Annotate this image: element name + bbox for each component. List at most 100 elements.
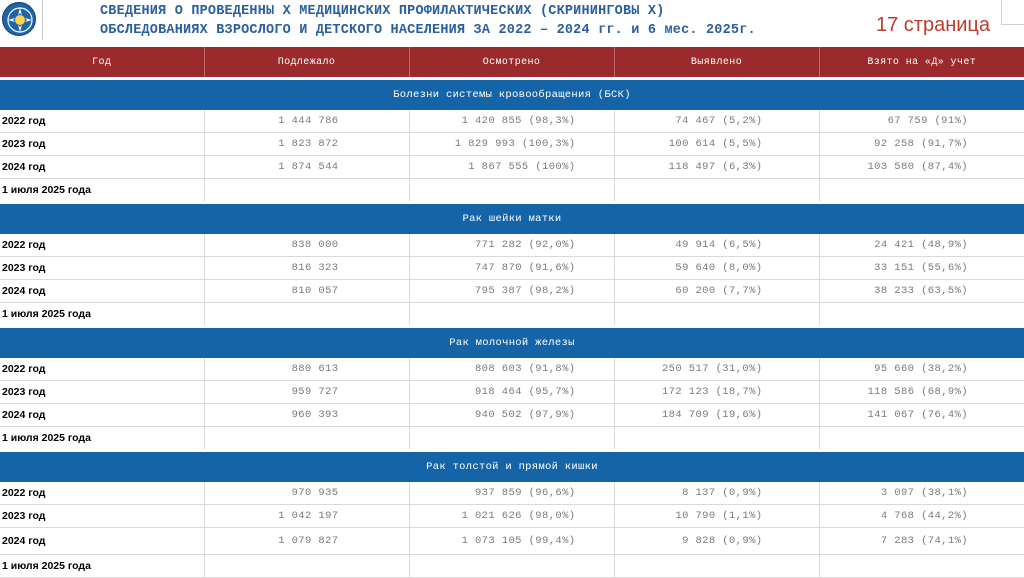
registered-cell: 118 586 (68,9%): [819, 380, 1024, 404]
column-header-year: Год: [0, 47, 205, 79]
column-header-registered: Взято на «Д» учет: [819, 47, 1024, 79]
year-cell: 1 июля 2025 года: [0, 178, 205, 203]
eligible-cell: [204, 178, 410, 203]
examined-cell: [409, 302, 615, 327]
year-cell: 2024 год: [0, 403, 205, 427]
page-header: СВЕДЕНИЯ О ПРОВЕДЕННЫ Х МЕДИЦИНСКИХ ПРОФ…: [0, 0, 1024, 47]
detected-cell: [614, 302, 820, 327]
examined-cell: [409, 178, 615, 203]
title-line-2: ОБСЛЕДОВАНИЯХ ВЗРОСЛОГО И ДЕТСКОГО НАСЕЛ…: [100, 23, 756, 38]
examined-cell: 747 870 (91,6%): [409, 256, 615, 280]
page-number-label: 17 страница: [875, 14, 990, 36]
detected-cell: 9 828 (0,9%): [614, 527, 820, 555]
section-row: Рак молочной железы: [0, 325, 1024, 358]
year-cell: 1 июля 2025 года: [0, 302, 205, 327]
table-row: 2023 год 959 727 918 464 (95,7%) 172 123 (1…: [0, 380, 1024, 404]
section-row: Рак шейки матки: [0, 201, 1024, 234]
eligible-cell: 880 613: [204, 358, 410, 381]
title-line-1: СВЕДЕНИЯ О ПРОВЕДЕННЫ Х МЕДИЦИНСКИХ ПРОФ…: [100, 4, 665, 19]
examined-cell: 1 867 555 (100%): [409, 155, 615, 179]
year-cell: 2022 год: [0, 358, 205, 381]
eligible-cell: 816 323: [204, 256, 410, 280]
eligible-cell: 1 823 872: [204, 132, 410, 156]
table-row: 1 июля 2025 года: [0, 554, 1024, 578]
registered-cell: 67 759 (91%): [819, 110, 1024, 133]
eligible-cell: 970 935: [204, 482, 410, 505]
screening-table: Год Подлежало Осмотрено Выявлено Взято н…: [0, 47, 1024, 578]
detected-cell: 118 497 (6,3%): [614, 155, 820, 179]
section-title: Рак толстой и прямой кишки: [0, 449, 1024, 482]
detected-cell: [614, 426, 820, 451]
eligible-cell: 1 444 786: [204, 110, 410, 133]
registered-cell: [819, 426, 1024, 451]
section-row: Болезни системы кровообращения (БСК): [0, 77, 1024, 110]
registered-cell: 92 258 (91,7%): [819, 132, 1024, 156]
table-row: 1 июля 2025 года: [0, 302, 1024, 327]
table-row: 2023 год 1 042 197 1 021 626 (98,0%) 10 790…: [0, 504, 1024, 528]
registered-cell: 95 660 (38,2%): [819, 358, 1024, 381]
registered-cell: 7 283 (74,1%): [819, 527, 1024, 555]
eligible-cell: 1 874 544: [204, 155, 410, 179]
eligible-cell: [204, 554, 410, 578]
year-cell: 2023 год: [0, 132, 205, 156]
section-title: Болезни системы кровообращения (БСК): [0, 77, 1024, 110]
table-row: 1 июля 2025 года: [0, 178, 1024, 203]
year-cell: 2022 год: [0, 234, 205, 257]
table-row: 2024 год 960 393 940 502 (97,9%) 184 709 (1…: [0, 403, 1024, 427]
year-cell: 2024 год: [0, 155, 205, 179]
table-row: 2024 год 1 874 544 1 867 555 (100%) 118 497…: [0, 155, 1024, 179]
registered-cell: 24 421 (48,9%): [819, 234, 1024, 257]
year-cell: 2023 год: [0, 256, 205, 280]
detected-cell: 60 200 (7,7%): [614, 279, 820, 303]
registered-cell: [819, 554, 1024, 578]
section-title: Рак молочной железы: [0, 325, 1024, 358]
eligible-cell: 810 057: [204, 279, 410, 303]
examined-cell: 1 073 105 (99,4%): [409, 527, 615, 555]
examined-cell: 771 282 (92,0%): [409, 234, 615, 257]
examined-cell: 795 387 (98,2%): [409, 279, 615, 303]
examined-cell: 1 420 855 (98,3%): [409, 110, 615, 133]
header-divider: [42, 0, 43, 40]
registered-cell: [819, 178, 1024, 203]
registered-cell: 33 151 (55,6%): [819, 256, 1024, 280]
emblem-icon: [2, 2, 36, 36]
year-cell: 2024 год: [0, 279, 205, 303]
eligible-cell: 1 079 827: [204, 527, 410, 555]
year-cell: 2024 год: [0, 527, 205, 555]
examined-cell: 1 829 993 (100,3%): [409, 132, 615, 156]
examined-cell: 937 859 (96,6%): [409, 482, 615, 505]
year-cell: 2023 год: [0, 504, 205, 528]
examined-cell: [409, 554, 615, 578]
detected-cell: [614, 554, 820, 578]
table-row: 2022 год 1 444 786 1 420 855 (98,3%) 74 467…: [0, 110, 1024, 133]
year-cell: 2022 год: [0, 110, 205, 133]
year-cell: 1 июля 2025 года: [0, 554, 205, 578]
table-row: 2022 год 970 935 937 859 (96,6%) 8 137 (0,9…: [0, 482, 1024, 505]
section-row: Рак толстой и прямой кишки: [0, 449, 1024, 482]
eligible-cell: 1 042 197: [204, 504, 410, 528]
table-row: 2024 год 810 057 795 387 (98,2%) 60 200 (7,…: [0, 279, 1024, 303]
examined-cell: [409, 426, 615, 451]
table-row: 2023 год 1 823 872 1 829 993 (100,3%) 100 6…: [0, 132, 1024, 156]
registered-cell: 4 768 (44,2%): [819, 504, 1024, 528]
registered-cell: 3 097 (38,1%): [819, 482, 1024, 505]
eligible-cell: [204, 426, 410, 451]
detected-cell: 8 137 (0,9%): [614, 482, 820, 505]
year-cell: 2022 год: [0, 482, 205, 505]
eligible-cell: 838 000: [204, 234, 410, 257]
table-row: 2024 год 1 079 827 1 073 105 (99,4%) 9 828 …: [0, 527, 1024, 555]
examined-cell: 808 603 (91,8%): [409, 358, 615, 381]
section-title: Рак шейки матки: [0, 201, 1024, 234]
eligible-cell: 959 727: [204, 380, 410, 404]
table-row: 2022 год 880 613 808 603 (91,8%) 250 517 (3…: [0, 358, 1024, 381]
table-header-row: Год Подлежало Осмотрено Выявлено Взято н…: [0, 47, 1024, 79]
detected-cell: 250 517 (31,0%): [614, 358, 820, 381]
detected-cell: 172 123 (18,7%): [614, 380, 820, 404]
column-header-detected: Выявлено: [614, 47, 820, 79]
table-row: 2023 год 816 323 747 870 (91,6%) 59 640 (8,…: [0, 256, 1024, 280]
examined-cell: 1 021 626 (98,0%): [409, 504, 615, 528]
detected-cell: 49 914 (6,5%): [614, 234, 820, 257]
detected-cell: 74 467 (5,2%): [614, 110, 820, 133]
detected-cell: 10 790 (1,1%): [614, 504, 820, 528]
eligible-cell: [204, 302, 410, 327]
